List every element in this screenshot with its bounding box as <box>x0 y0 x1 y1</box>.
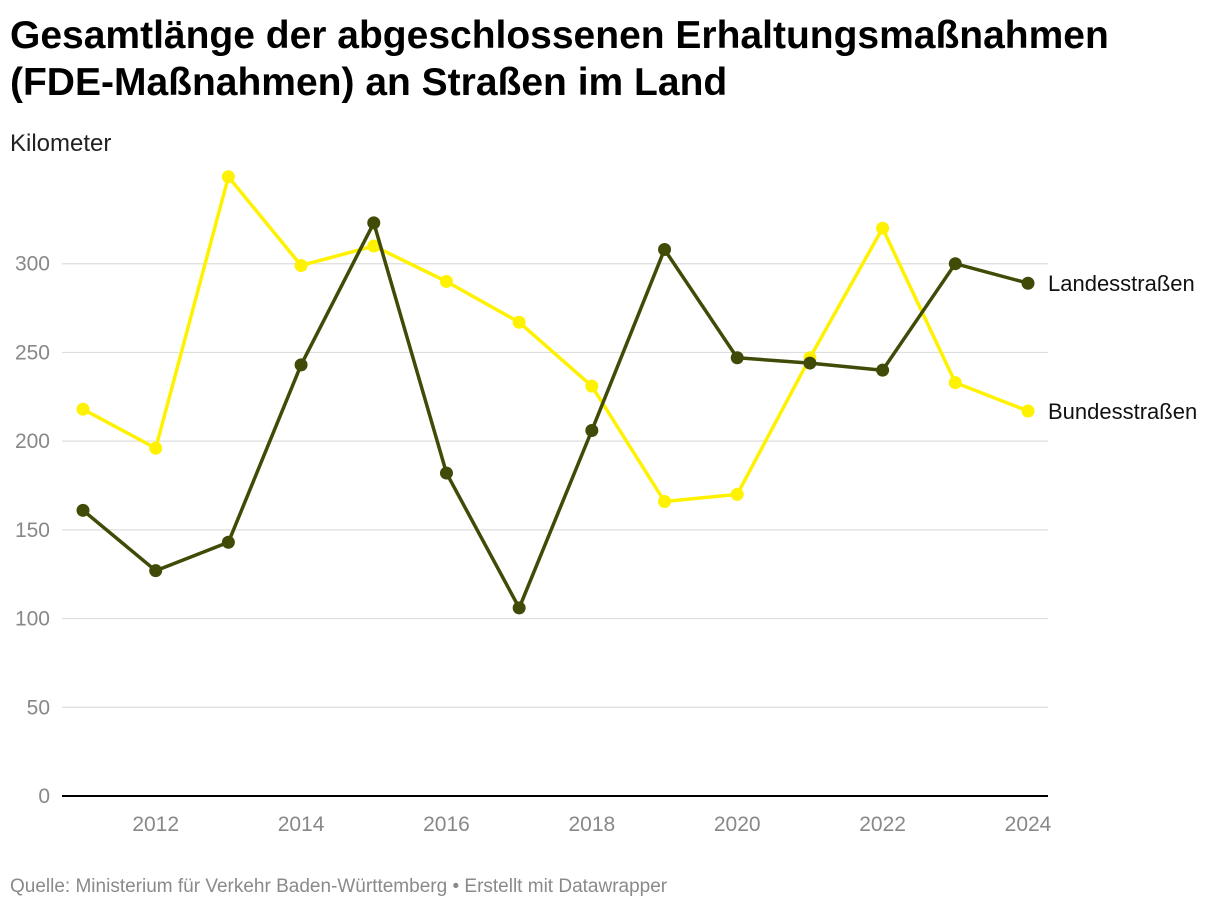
data-point-landesstrassen-2011 <box>76 503 90 517</box>
data-point-landesstrassen-2018 <box>585 423 599 437</box>
x-tick-label-2016: 2016 <box>423 813 470 836</box>
chart-title: Gesamtlänge der abgeschlossenen Erhaltun… <box>10 14 1109 104</box>
data-point-landesstrassen-2023 <box>948 257 962 271</box>
data-point-bundesstrassen-2016 <box>439 274 453 288</box>
data-point-landesstrassen-2020 <box>730 351 744 365</box>
y-unit-label: Kilometer <box>10 130 112 157</box>
y-tick-label-0: 0 <box>38 785 50 808</box>
data-point-bundesstrassen-2017 <box>512 315 526 329</box>
x-tick-label-2024: 2024 <box>1005 813 1052 836</box>
y-tick-label-50: 50 <box>27 696 50 719</box>
data-point-landesstrassen-2019 <box>658 243 672 257</box>
source-note: Quelle: Ministerium für Verkehr Baden-Wü… <box>10 876 448 897</box>
series-label-landesstrassen: Landesstraßen <box>1048 271 1195 296</box>
data-point-bundesstrassen-2014 <box>294 258 308 272</box>
footer: Quelle: Ministerium für Verkehr Baden-Wü… <box>10 876 667 898</box>
data-point-landesstrassen-2012 <box>149 564 163 578</box>
data-point-bundesstrassen-2022 <box>876 221 890 235</box>
data-point-landesstrassen-2016 <box>439 466 453 480</box>
data-point-bundesstrassen-2018 <box>585 379 599 393</box>
data-point-landesstrassen-2017 <box>512 601 526 615</box>
x-tick-label-2012: 2012 <box>132 813 179 836</box>
y-tick-label-300: 300 <box>15 253 50 276</box>
y-tick-label-250: 250 <box>15 341 50 364</box>
x-tick-label-2020: 2020 <box>714 813 761 836</box>
data-point-landesstrassen-2013 <box>221 535 235 549</box>
x-tick-label-2018: 2018 <box>568 813 615 836</box>
series-line-bundesstrassen <box>81 175 1030 504</box>
data-point-landesstrassen-2024 <box>1021 276 1035 290</box>
y-tick-label-200: 200 <box>15 430 50 453</box>
footer-separator: • <box>452 876 460 897</box>
data-point-bundesstrassen-2023 <box>948 376 962 390</box>
x-tick-label-2014: 2014 <box>278 813 325 836</box>
data-point-bundesstrassen-2013 <box>221 170 235 184</box>
data-point-bundesstrassen-2012 <box>149 441 163 455</box>
data-point-bundesstrassen-2020 <box>730 487 744 501</box>
data-point-landesstrassen-2014 <box>294 358 308 372</box>
series-label-bundesstrassen: Bundesstraßen <box>1048 399 1197 424</box>
data-point-bundesstrassen-2011 <box>76 402 90 416</box>
data-point-bundesstrassen-2024 <box>1021 404 1035 418</box>
credit-link[interactable]: Erstellt mit Datawrapper <box>464 876 668 897</box>
data-point-landesstrassen-2015 <box>367 216 381 230</box>
data-point-bundesstrassen-2019 <box>658 494 672 508</box>
y-tick-label-100: 100 <box>15 608 50 631</box>
data-point-landesstrassen-2022 <box>876 363 890 377</box>
series-line-landesstrassen <box>81 221 1030 610</box>
x-tick-label-2022: 2022 <box>859 813 906 836</box>
y-tick-label-150: 150 <box>15 519 50 542</box>
data-point-landesstrassen-2021 <box>803 356 817 370</box>
data-point-bundesstrassen-2015 <box>367 239 381 253</box>
